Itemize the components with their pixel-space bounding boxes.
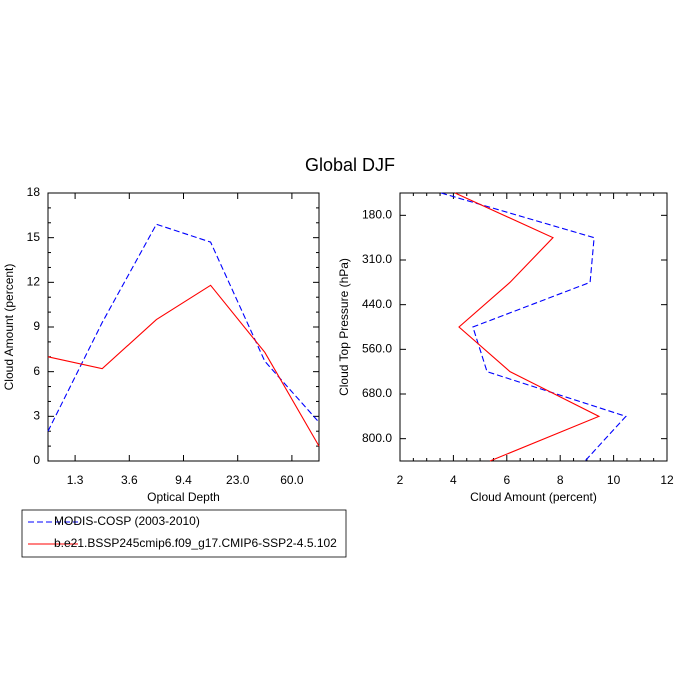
y-tick-label: 440.0 <box>362 297 392 311</box>
x-axis-label: Cloud Amount (percent) <box>470 490 597 504</box>
y-tick-label: 680.0 <box>362 386 392 400</box>
plot-frame <box>399 192 668 462</box>
y-tick-label: 18 <box>27 185 41 199</box>
x-tick-label: 6 <box>503 473 510 487</box>
y-tick-label: 12 <box>27 275 41 289</box>
x-tick-label: 4 <box>450 473 457 487</box>
x-tick-label: 1.3 <box>67 473 84 487</box>
y-axis-label: Cloud Top Pressure (hPa) <box>337 258 351 396</box>
y-tick-label: 180.0 <box>362 208 392 222</box>
legend-box <box>21 509 347 558</box>
y-tick-label: 9 <box>33 319 40 333</box>
y-tick-label: 3 <box>33 409 40 423</box>
y-tick-label: 6 <box>33 364 40 378</box>
y-tick-label: 310.0 <box>362 252 392 266</box>
series-line <box>47 223 320 432</box>
x-tick-label: 3.6 <box>121 473 138 487</box>
x-tick-label: 8 <box>557 473 564 487</box>
y-tick-label: 15 <box>27 230 41 244</box>
x-axis-label: Optical Depth <box>147 490 220 504</box>
y-tick-label: 0 <box>33 453 40 467</box>
series-line <box>47 284 320 447</box>
series-line <box>454 192 601 462</box>
legend-label: MODIS-COSP (2003-2010) <box>54 514 200 528</box>
x-tick-label: 2 <box>397 473 404 487</box>
legend-label: b.e21.BSSP245cmip6.f09_g17.CMIP6-SSP2-4.… <box>54 536 337 550</box>
x-tick-label: 23.0 <box>226 473 250 487</box>
figure-title: Global DJF <box>305 155 395 175</box>
y-axis-label: Cloud Amount (percent) <box>2 264 16 391</box>
x-tick-label: 60.0 <box>280 473 304 487</box>
y-tick-label: 800.0 <box>362 431 392 445</box>
y-tick-label: 560.0 <box>362 342 392 356</box>
series-line <box>440 192 627 462</box>
x-tick-label: 12 <box>660 473 674 487</box>
x-tick-label: 10 <box>607 473 621 487</box>
x-tick-label: 9.4 <box>175 473 192 487</box>
